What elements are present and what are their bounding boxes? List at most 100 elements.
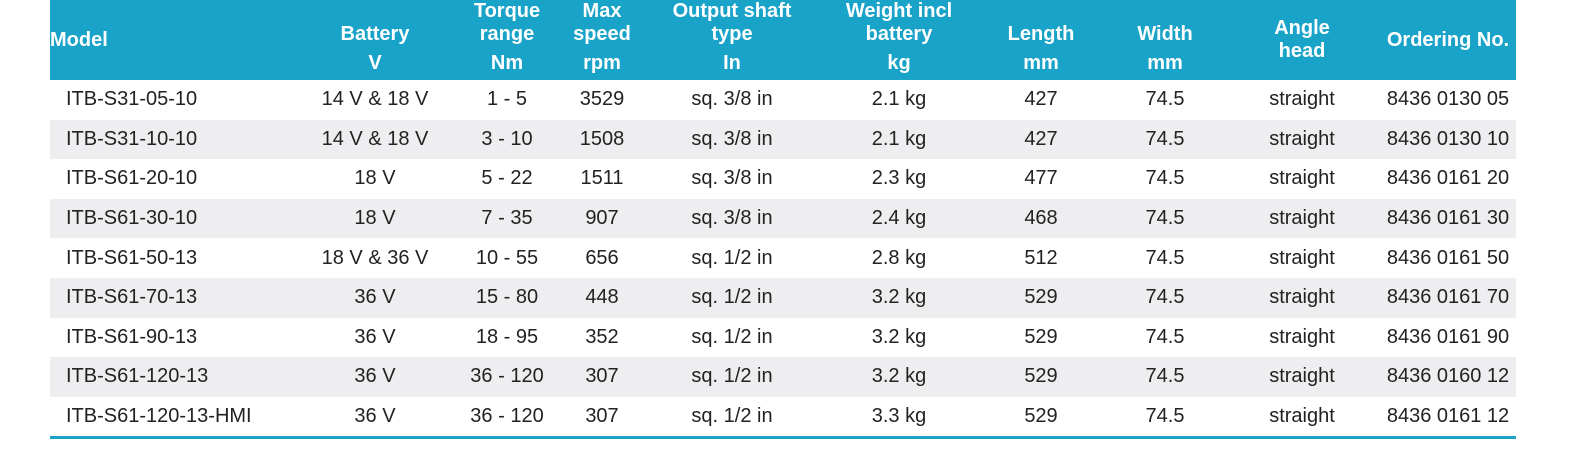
col-header-torque-line1: Torque — [473, 0, 541, 22]
col-header-max-speed: Max speed — [562, 0, 642, 51]
cell-ordering-no: 8436 0161 50 — [1386, 246, 1510, 269]
cell-weight: 2.1 kg — [871, 88, 927, 111]
table-row: ITB-S31-10-10 14 V & 18 V 3 - 10 1508 sq… — [50, 119, 1516, 160]
table-row: ITB-S61-120-13-HMI 36 V 36 - 120 307 sq.… — [50, 396, 1516, 440]
col-header-weight-line2: battery — [865, 23, 933, 45]
cell-battery: 36 V — [298, 357, 452, 397]
cell-width: 74.5 — [1106, 119, 1224, 160]
cell-shaft: sq. 3/8 in — [691, 167, 773, 190]
cell-angle-head: straight — [1269, 246, 1335, 269]
cell-angle-head: straight — [1269, 325, 1335, 348]
cell-torque: 7 - 35 — [452, 198, 562, 239]
cell-speed: 448 — [562, 277, 642, 318]
cell-torque: 36 - 120 — [452, 357, 562, 397]
unit-shaft: In — [642, 51, 822, 80]
cell-ordering-no: 8436 0161 90 — [1386, 325, 1510, 348]
cell-shaft: sq. 3/8 in — [691, 88, 773, 111]
col-header-output-shaft-type: Output shaft type — [642, 0, 822, 51]
cell-ordering-no: 8436 0130 05 — [1386, 88, 1510, 111]
unit-length: mm — [976, 51, 1106, 80]
col-header-shaft-line1: Output shaft — [672, 0, 792, 22]
cell-speed: 656 — [585, 246, 619, 269]
cell-model: ITB-S61-20-10 — [66, 167, 198, 190]
cell-ordering-no: 8436 0161 20 — [1386, 167, 1510, 190]
cell-battery: 18 V — [298, 198, 452, 239]
cell-battery: 36 V — [354, 325, 396, 348]
col-header-battery: Battery — [298, 0, 452, 51]
table-row: ITB-S31-05-10 14 V & 18 V 1 - 5 3529 sq.… — [50, 80, 1516, 120]
cell-angle-head: straight — [1224, 277, 1380, 318]
cell-torque: 15 - 80 — [452, 277, 562, 318]
cell-shaft: sq. 3/8 in — [642, 198, 822, 239]
table-row: ITB-S61-90-13 36 V 18 - 95 352 sq. 1/2 i… — [50, 318, 1516, 358]
cell-length: 477 — [1024, 167, 1058, 190]
cell-torque: 3 - 10 — [452, 119, 562, 160]
col-header-speed-line2: speed — [573, 23, 631, 45]
table-row: ITB-S61-20-10 18 V 5 - 22 1511 sq. 3/8 i… — [50, 159, 1516, 199]
col-header-length: Length — [976, 0, 1106, 51]
cell-ordering-no: 8436 0161 12 — [1380, 396, 1516, 440]
spec-table: Model Battery Torque range Max speed Outpu… — [50, 0, 1516, 440]
col-header-angle-head: Angle head — [1224, 0, 1380, 80]
cell-angle-head: straight — [1269, 88, 1335, 111]
cell-torque: 36 - 120 — [452, 396, 562, 440]
unit-row: V Nm rpm In kg mm mm — [50, 51, 1516, 80]
unit-torque: Nm — [452, 51, 562, 80]
unit-battery: V — [298, 51, 452, 80]
cell-model: ITB-S31-10-10 — [50, 119, 298, 160]
cell-speed: 1508 — [562, 119, 642, 160]
cell-weight: 3.3 kg — [822, 396, 976, 440]
cell-weight: 3.2 kg — [822, 277, 976, 318]
col-header-weight: Weight incl battery — [822, 0, 976, 51]
col-header-weight-line1: Weight incl — [845, 0, 953, 22]
cell-model: ITB-S61-90-13 — [66, 325, 198, 348]
cell-length: 427 — [976, 119, 1106, 160]
cell-ordering-no: 8436 0160 12 — [1380, 357, 1516, 397]
col-header-torque-range: Torque range — [452, 0, 562, 51]
cell-shaft: sq. 1/2 in — [691, 325, 773, 348]
cell-angle-head: straight — [1224, 357, 1380, 397]
cell-model: ITB-S61-120-13-HMI — [50, 396, 298, 440]
spec-table-container: Model Battery Torque range Max speed Outpu… — [50, 0, 1516, 440]
cell-angle-head: straight — [1224, 198, 1380, 239]
table-row: ITB-S61-70-13 36 V 15 - 80 448 sq. 1/2 i… — [50, 277, 1516, 318]
cell-battery: 18 V — [354, 167, 396, 190]
cell-battery: 14 V & 18 V — [298, 119, 452, 160]
cell-speed: 1511 — [580, 167, 624, 190]
cell-torque: 10 - 55 — [475, 246, 539, 269]
cell-length: 529 — [976, 396, 1106, 440]
cell-angle-head: straight — [1224, 119, 1380, 160]
cell-width: 74.5 — [1145, 325, 1185, 348]
cell-ordering-no: 8436 0130 10 — [1380, 119, 1516, 160]
cell-speed: 352 — [585, 325, 619, 348]
cell-battery: 14 V & 18 V — [321, 88, 429, 111]
cell-length: 529 — [976, 357, 1106, 397]
unit-width: mm — [1106, 51, 1224, 80]
cell-angle-head: straight — [1224, 396, 1380, 440]
cell-speed: 907 — [562, 198, 642, 239]
cell-shaft: sq. 3/8 in — [642, 119, 822, 160]
cell-width: 74.5 — [1106, 396, 1224, 440]
cell-weight: 2.3 kg — [871, 167, 927, 190]
cell-length: 468 — [976, 198, 1106, 239]
cell-battery: 36 V — [298, 277, 452, 318]
cell-ordering-no: 8436 0161 70 — [1380, 277, 1516, 318]
cell-width: 74.5 — [1106, 198, 1224, 239]
cell-model: ITB-S61-70-13 — [50, 277, 298, 318]
cell-ordering-no: 8436 0161 30 — [1380, 198, 1516, 239]
col-header-angle-line1: Angle — [1274, 17, 1330, 39]
cell-length: 512 — [1024, 246, 1058, 269]
cell-model: ITB-S31-05-10 — [66, 88, 198, 111]
table-row: ITB-S61-50-13 18 V & 36 V 10 - 55 656 sq… — [50, 238, 1516, 278]
cell-weight: 2.1 kg — [822, 119, 976, 160]
cell-length: 427 — [1024, 88, 1058, 111]
col-header-angle-line2: head — [1278, 40, 1326, 62]
col-header-ordering-no: Ordering No. — [1380, 0, 1516, 80]
cell-length: 529 — [1024, 325, 1058, 348]
cell-width: 74.5 — [1106, 357, 1224, 397]
table-row: ITB-S61-120-13 36 V 36 - 120 307 sq. 1/2… — [50, 357, 1516, 397]
cell-width: 74.5 — [1145, 246, 1185, 269]
cell-width: 74.5 — [1106, 277, 1224, 318]
header-row: Model Battery Torque range Max speed Outpu… — [50, 0, 1516, 80]
cell-shaft: sq. 1/2 in — [642, 396, 822, 440]
